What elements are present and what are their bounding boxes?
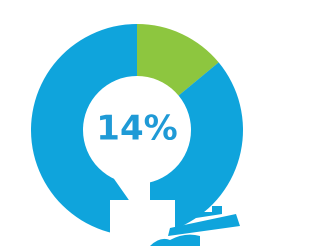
chart: 14% (0, 0, 244, 246)
page: 14% (() => { const data = JSON.parse(doc… (0, 0, 320, 246)
center-label: 14% (96, 109, 177, 149)
